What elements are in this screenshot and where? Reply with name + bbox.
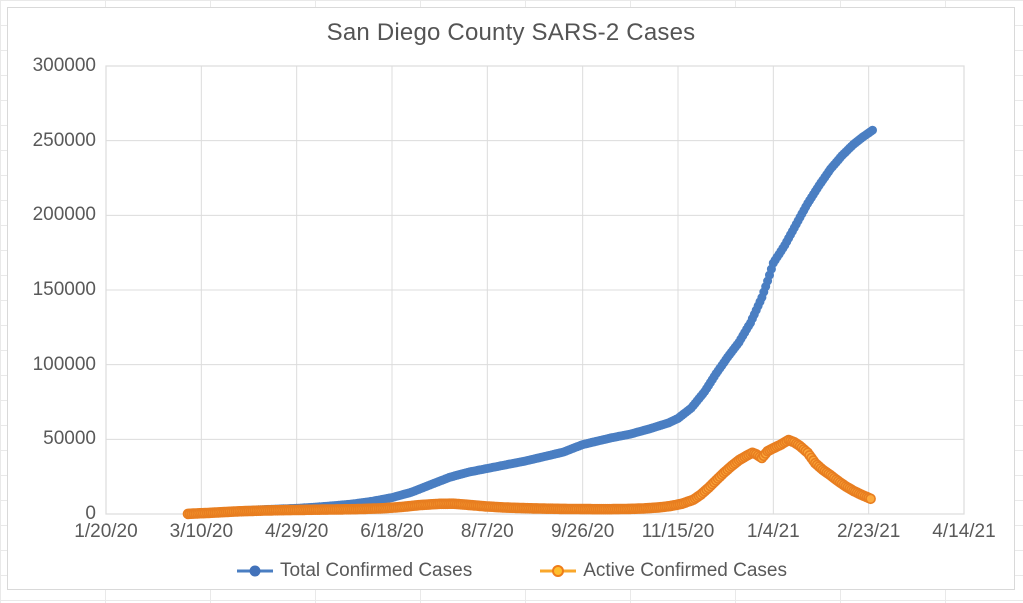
legend-item-total[interactable]: Total Confirmed Cases: [235, 560, 472, 582]
active-series-marker-icon: [540, 565, 577, 577]
y-tick-label: 0: [85, 503, 96, 524]
x-tick-label: 1/4/21: [746, 521, 800, 542]
x-tick-label: 4/14/21: [932, 521, 996, 542]
x-tick-label: 9/26/20: [550, 521, 615, 542]
chart-card[interactable]: San Diego County SARS-2 Cases 0 50000 1000…: [7, 7, 1015, 590]
x-tick-label: 11/15/20: [641, 521, 715, 542]
y-tick-label: 250000: [32, 129, 96, 151]
legend: Total Confirmed Cases Active Confirmed C…: [8, 560, 1014, 582]
y-tick-label: 100000: [32, 353, 96, 375]
x-tick-label: 3/10/20: [169, 521, 234, 542]
y-tick-label: 300000: [32, 55, 96, 76]
legend-label-total: Total Confirmed Cases: [280, 560, 473, 581]
chart-title: San Diego County SARS-2 Cases: [326, 19, 696, 46]
x-tick-label: 1/20/20: [74, 521, 138, 542]
plot-area: [105, 65, 965, 520]
x-tick-label: 4/29/20: [264, 521, 329, 542]
data-point: [865, 493, 876, 505]
legend-item-active[interactable]: Active Confirmed Cases: [538, 560, 787, 582]
y-tick-label: 50000: [43, 428, 96, 450]
plot-border: [105, 65, 965, 515]
legend-label-active: Active Confirmed Cases: [583, 560, 787, 581]
x-tick-label: 2/23/21: [836, 521, 901, 542]
x-tick-label: 8/7/20: [460, 521, 514, 542]
x-tick-label: 6/18/20: [360, 521, 424, 542]
y-tick-label: 150000: [32, 279, 96, 300]
data-point: [868, 125, 877, 135]
total-series-marker-icon: [237, 565, 273, 577]
y-tick-label: 200000: [32, 204, 96, 226]
